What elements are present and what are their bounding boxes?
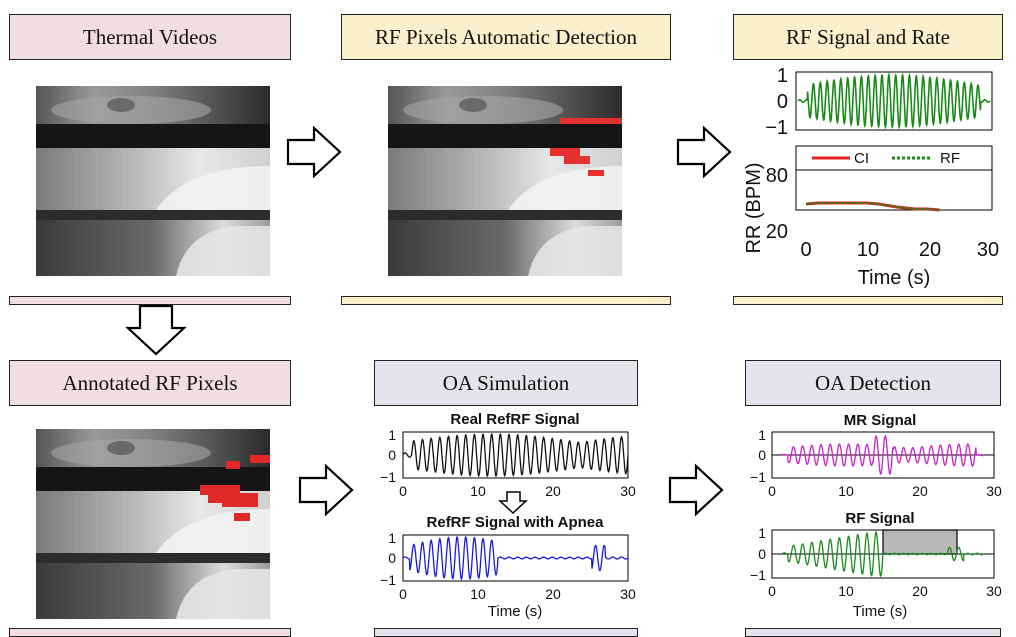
apnea-shaded-region [882,529,958,555]
arrow-right-2 [676,126,732,178]
footer-bar-oa-det [745,628,1001,637]
footer-bar-thermal [9,296,291,305]
rr-rf-line [805,202,940,211]
arrow-right-4 [668,464,724,516]
ytick-20: 20 [766,221,788,243]
rf-signal-plot: 1 0 −1 [765,65,993,139]
footer-bar-rate [733,296,1003,305]
xtick-0: 0 [399,586,407,602]
rr-plot: CI RF 80 20 0 10 20 30 Time (s) RR (BPM) [743,145,999,289]
mr-signal-plot: MR Signal 1 0 −1 0 10 20 30 [750,412,1002,499]
xtick-30: 30 [620,586,636,602]
ytick-0: 0 [758,447,766,463]
arrow-down-small [498,491,528,515]
xtick-30: 30 [977,239,999,261]
footer-bar-oa-sim [374,628,638,637]
mr-signal-line [781,434,985,476]
y-axis-label: RR (BPM) [743,162,765,253]
header-rf-signal-rate: RF Signal and Rate [733,14,1003,60]
ytick-0: 0 [758,546,766,562]
xtick-0: 0 [768,583,776,599]
annotated-rf-pixels [200,455,270,521]
real-refrf-plot: Real RefRF Signal 1 0 −1 0 10 20 30 [380,411,636,499]
refrf-apnea-line [402,535,629,581]
legend-ci: CI [854,150,869,167]
xtick-10: 10 [838,583,854,599]
x-axis-label: Time (s) [488,603,542,620]
arrow-right-3 [298,464,354,516]
ytick-0: 0 [388,550,396,566]
xtick-20: 20 [912,483,928,499]
header-rf-detection: RF Pixels Automatic Detection [341,14,671,60]
detected-rf-pixels [550,118,622,176]
ytick-1: 1 [388,427,396,443]
legend-rf: RF [940,150,960,167]
xtick-20: 20 [919,239,941,261]
xtick-0: 0 [399,483,407,499]
xtick-0: 0 [800,239,811,261]
header-oa-simulation: OA Simulation [374,360,638,406]
ytick-1: 1 [758,525,766,541]
header-annotated: Annotated RF Pixels [9,360,291,406]
ytick-minus1: −1 [750,469,766,485]
footer-bar-annotated [9,628,291,637]
arrow-right-1 [286,126,342,178]
rf-signal-line [797,71,991,130]
arrow-down-1 [125,304,187,356]
xtick-20: 20 [545,483,561,499]
xtick-0: 0 [768,483,776,499]
xtick-10: 10 [838,483,854,499]
xtick-30: 30 [986,583,1002,599]
ytick-1: 1 [777,65,788,87]
header-thermal-videos: Thermal Videos [9,14,291,60]
plot-title-refrf-apnea: RefRF Signal with Apnea [427,514,605,531]
ytick-80: 80 [766,165,788,187]
xtick-30: 30 [986,483,1002,499]
refrf-apnea-plot: RefRF Signal with Apnea 1 0 −1 0 10 20 3… [380,514,636,620]
xtick-10: 10 [857,239,879,261]
header-oa-detection: OA Detection [745,360,1001,406]
ytick-0: 0 [388,447,396,463]
plot-title-mr: MR Signal [844,412,917,429]
x-axis-label: Time (s) [858,267,931,289]
ytick-0: 0 [777,91,788,113]
ytick-minus1: −1 [750,567,766,583]
thermal-video-image [35,85,271,277]
annotated-image [35,428,271,620]
ytick-minus1: −1 [380,469,396,485]
ytick-minus1: −1 [380,572,396,588]
real-refrf-line [402,433,629,478]
xtick-10: 10 [470,586,486,602]
xtick-10: 10 [470,483,486,499]
rf-signal-detection-line [781,531,985,578]
xtick-20: 20 [912,583,928,599]
ytick-minus1: −1 [765,117,788,139]
xtick-20: 20 [545,586,561,602]
ytick-1: 1 [388,530,396,546]
detection-image [387,85,623,277]
rf-signal-detection-plot: RF Signal 1 0 −1 0 10 20 30 Time (s) [750,510,1002,620]
x-axis-label: Time (s) [853,603,907,620]
xtick-30: 30 [620,483,636,499]
footer-bar-detection [341,296,671,305]
plot-title-real-refrf: Real RefRF Signal [450,411,579,428]
ytick-1: 1 [758,427,766,443]
plot-title-rf: RF Signal [845,510,914,527]
